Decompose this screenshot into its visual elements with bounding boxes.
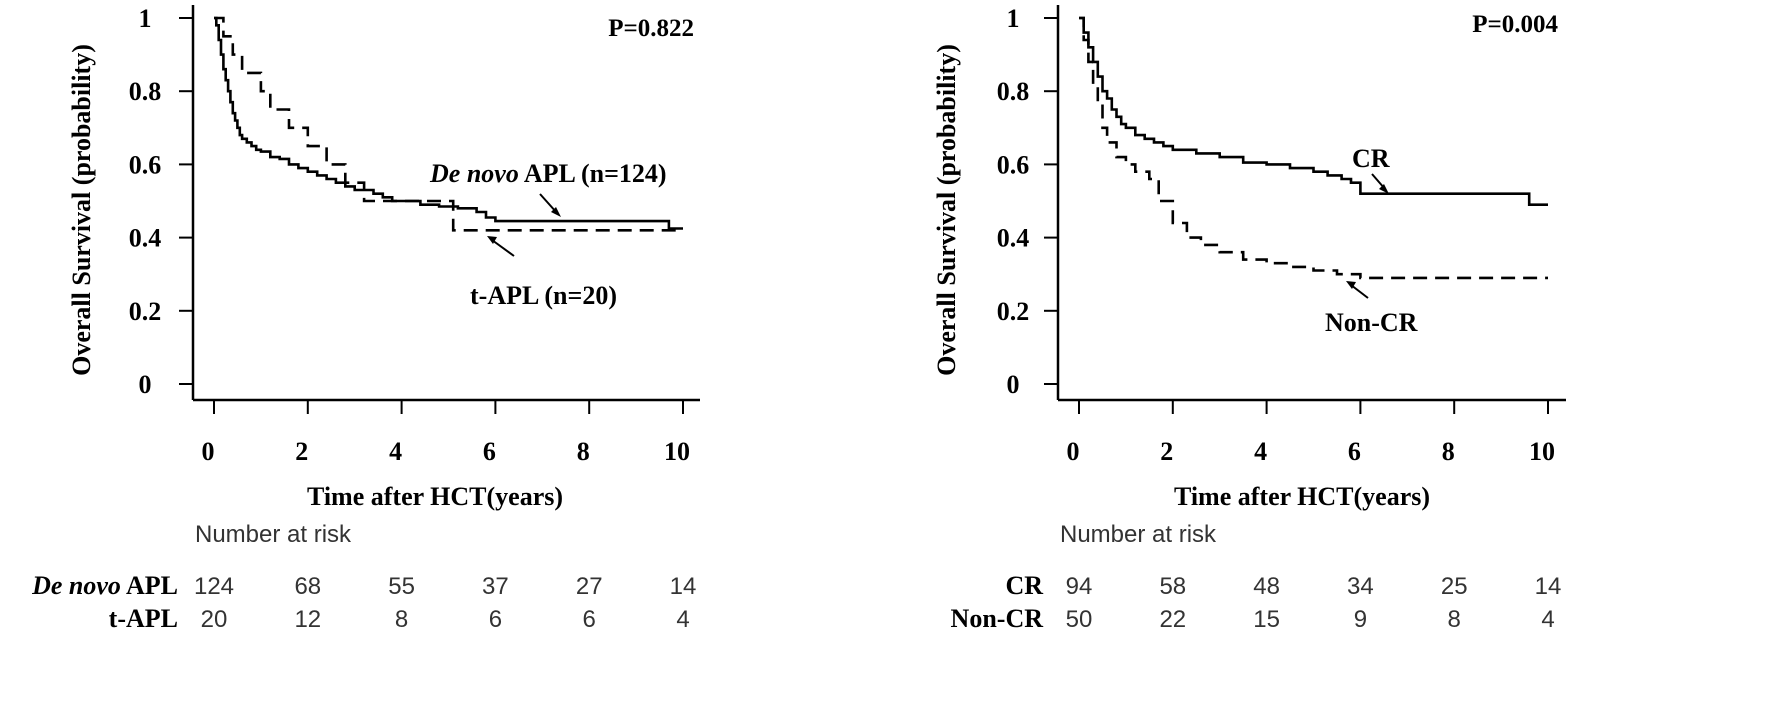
p-value-label: P=0.822 xyxy=(608,15,694,42)
risk-value: 6 xyxy=(489,606,502,633)
series-line-dashed xyxy=(214,16,683,232)
risk-value: 9 xyxy=(1354,606,1367,633)
x-tick-label: 8 xyxy=(1442,437,1455,466)
y-axis-label: Overall Survival (probability) xyxy=(932,44,961,376)
series-label-rest: APL (n=124) xyxy=(519,159,667,188)
risk-value: 34 xyxy=(1347,573,1374,600)
risk-row-label-text: CR xyxy=(1005,571,1043,600)
risk-table: CR 94 58 48 34 25 14 Non-CR 50 22 15 9 8 4 xyxy=(951,571,1562,633)
risk-value: 55 xyxy=(388,573,415,600)
left-panel: Overall Survival (probability) 0 0.2 0.4 0.… xyxy=(31,4,700,633)
risk-value: 27 xyxy=(576,573,603,600)
risk-value: 4 xyxy=(676,606,689,633)
y-tick-label: 0.8 xyxy=(129,77,162,106)
series-line-solid xyxy=(214,16,683,230)
series-label-t-apl: t-APL (n=20) xyxy=(470,281,617,310)
risk-row-label: Non-CR xyxy=(951,604,1044,633)
risk-value: 22 xyxy=(1159,606,1186,633)
x-axis-label: Time after HCT(years) xyxy=(1174,482,1430,511)
y-tick-label: 0 xyxy=(1007,370,1020,399)
survival-curves xyxy=(214,16,683,232)
risk-value: 124 xyxy=(194,573,234,600)
risk-value: 4 xyxy=(1541,606,1554,633)
y-tick-label: 0.4 xyxy=(129,224,162,253)
x-tick-label: 6 xyxy=(1348,437,1361,466)
x-tick-label: 2 xyxy=(1160,437,1173,466)
y-axis-label: Overall Survival (probability) xyxy=(67,44,96,376)
y-ticks: 0 0.2 0.4 0.6 0.8 1 xyxy=(129,4,193,399)
risk-value: 15 xyxy=(1253,606,1280,633)
y-tick-label: 0.2 xyxy=(129,297,162,326)
risk-value: 14 xyxy=(1535,573,1562,600)
risk-value: 14 xyxy=(670,573,697,600)
risk-value: 8 xyxy=(395,606,408,633)
risk-value: 6 xyxy=(583,606,596,633)
risk-row-label-italic: De novo xyxy=(31,571,121,600)
risk-value: 25 xyxy=(1441,573,1468,600)
risk-table: De novo APL 124 68 55 37 27 14 t-APL 20 12 8 6 6 4 xyxy=(31,571,696,633)
x-tick-label: 10 xyxy=(664,437,690,466)
risk-value: 94 xyxy=(1066,573,1093,600)
risk-value: 12 xyxy=(294,606,321,633)
risk-row-label-text: Non-CR xyxy=(951,604,1044,633)
x-axis-label: Time after HCT(years) xyxy=(307,482,563,511)
p-value-label: P=0.004 xyxy=(1472,11,1558,38)
arrow-t-apl xyxy=(487,236,515,257)
y-tick-label: 0.6 xyxy=(129,150,162,179)
y-ticks: 0 0.2 0.4 0.6 0.8 1 xyxy=(997,4,1058,399)
series-label-de-novo: De novo APL (n=124) xyxy=(429,159,667,188)
arrow-cr xyxy=(1371,173,1389,194)
x-tick-label: 6 xyxy=(483,437,496,466)
risk-row-label: De novo APL xyxy=(31,571,178,600)
risk-table-title: Number at risk xyxy=(195,521,352,548)
risk-value: 58 xyxy=(1159,573,1186,600)
series-line-dashed xyxy=(1079,16,1548,280)
series-label-italic: De novo xyxy=(429,159,519,188)
y-tick-label: 0.4 xyxy=(997,224,1030,253)
series-line-solid xyxy=(1079,16,1548,206)
y-tick-label: 0.2 xyxy=(997,297,1030,326)
series-label-cr: CR xyxy=(1352,144,1390,173)
survival-curves xyxy=(1079,16,1548,280)
risk-value: 37 xyxy=(482,573,509,600)
risk-table-title: Number at risk xyxy=(1060,521,1217,548)
risk-row-label: CR xyxy=(1005,571,1043,600)
arrow-non-cr xyxy=(1346,281,1369,299)
x-tick-label: 4 xyxy=(1254,437,1267,466)
x-tick-label: 8 xyxy=(577,437,590,466)
risk-row-label: t-APL xyxy=(109,604,178,633)
y-tick-label: 1 xyxy=(139,4,152,33)
risk-value: 8 xyxy=(1448,606,1461,633)
y-tick-label: 0 xyxy=(139,370,152,399)
y-tick-label: 0.6 xyxy=(997,150,1030,179)
x-ticks: 0 2 4 6 8 10 xyxy=(202,400,690,466)
y-tick-label: 1 xyxy=(1007,4,1020,33)
right-panel: Overall Survival (probability) 0 0.2 0.4 0.… xyxy=(932,4,1566,633)
x-tick-label: 0 xyxy=(202,437,215,466)
risk-row-label-text: APL xyxy=(121,571,178,600)
x-tick-label: 10 xyxy=(1529,437,1555,466)
x-tick-label: 0 xyxy=(1067,437,1080,466)
arrow-de-novo xyxy=(539,193,561,217)
series-label-non-cr: Non-CR xyxy=(1325,308,1418,337)
x-ticks: 0 2 4 6 8 10 xyxy=(1067,400,1555,466)
risk-value: 48 xyxy=(1253,573,1280,600)
y-tick-label: 0.8 xyxy=(997,77,1030,106)
risk-row-label-text: t-APL xyxy=(109,604,178,633)
risk-value: 50 xyxy=(1066,606,1093,633)
x-tick-label: 2 xyxy=(295,437,308,466)
risk-value: 68 xyxy=(294,573,321,600)
x-tick-label: 4 xyxy=(389,437,402,466)
risk-value: 20 xyxy=(201,606,228,633)
